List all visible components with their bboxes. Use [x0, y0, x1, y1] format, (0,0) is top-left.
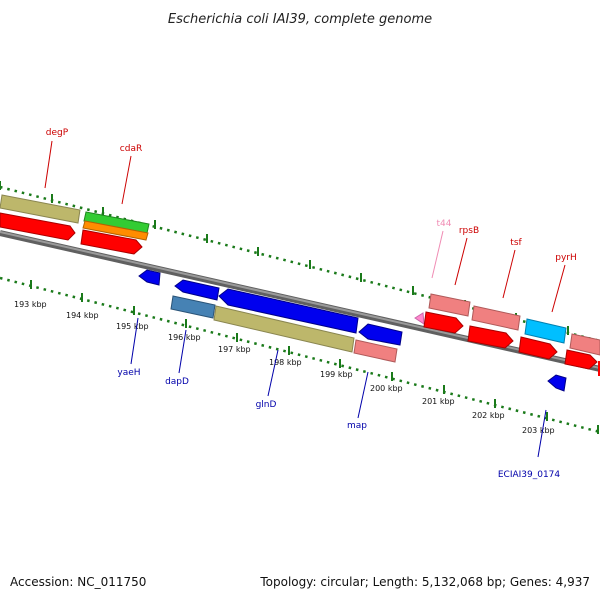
forward-features-left	[0, 194, 150, 255]
reverse-scale-ticks	[30, 280, 599, 434]
label-leader-line	[431, 230, 444, 279]
label-leader-line	[454, 237, 468, 286]
gene-feature-bar[interactable]	[524, 318, 567, 344]
gene-feature-arrow[interactable]	[174, 279, 220, 301]
reverse-gene-labels: yaeH dapD glnD map ECIAI39_0174	[117, 317, 561, 480]
gene-label-t44[interactable]: t44	[437, 219, 452, 229]
gene-feature-arrow[interactable]	[80, 229, 143, 255]
gene-label-tsf[interactable]: tsf	[510, 238, 522, 248]
label-leader-line	[502, 249, 516, 299]
gene-feature-bar[interactable]	[428, 293, 471, 317]
label-leader-line	[267, 349, 279, 397]
gene-feature-arrow[interactable]	[547, 374, 567, 392]
gene-feature-bar[interactable]	[353, 339, 398, 363]
label-leader-line	[357, 371, 369, 419]
gene-label-cdaR[interactable]: cdaR	[120, 144, 142, 154]
gene-feature-bar[interactable]	[569, 333, 600, 356]
label-leader-line	[178, 329, 187, 374]
gene-feature-arrow[interactable]	[0, 212, 76, 241]
label-leader-line	[121, 155, 132, 205]
gene-label-map[interactable]: map	[347, 421, 367, 431]
gene-label-dapD[interactable]: dapD	[165, 377, 189, 387]
scale-label: 199 kbp	[320, 370, 353, 379]
map-title: Escherichia coli IAI39, complete genome	[168, 12, 432, 27]
scale-labels: 193 kbp 194 kbp 195 kbp 196 kbp 197 kbp …	[14, 300, 555, 435]
gene-label-glnD[interactable]: glnD	[256, 400, 277, 410]
label-leader-line	[130, 317, 139, 365]
forward-scale-track	[0, 185, 600, 343]
gene-feature-arrow[interactable]	[138, 269, 161, 286]
gene-label-degP[interactable]: degP	[46, 128, 69, 138]
label-leader-line	[537, 409, 547, 458]
gene-feature-bar[interactable]	[82, 220, 149, 241]
forward-gene-labels: degP cdaR t44 rpsB tsf pyrH	[44, 128, 577, 313]
scale-label: 201 kbp	[422, 397, 455, 406]
label-leader-line	[551, 264, 566, 313]
scale-label: 197 kbp	[218, 345, 251, 354]
sequence-backbone-highlight	[0, 231, 600, 369]
gene-label-yaeH[interactable]: yaeH	[117, 368, 140, 378]
scale-label: 198 kbp	[269, 358, 302, 367]
gene-feature-arrow[interactable]	[564, 349, 598, 370]
gene-feature-bar[interactable]	[213, 305, 355, 353]
scale-label: 194 kbp	[66, 311, 99, 320]
scale-label: 203 kbp	[522, 426, 555, 435]
gene-feature-bar[interactable]	[0, 194, 81, 224]
gene-label-pyrH[interactable]: pyrH	[555, 253, 577, 263]
gene-feature-arrow[interactable]	[467, 325, 514, 349]
accession-text: Accession: NC_011750	[10, 575, 146, 589]
scale-label: 195 kbp	[116, 322, 149, 331]
gene-feature-arrow[interactable]	[218, 288, 359, 334]
reverse-features	[138, 269, 567, 392]
gene-feature-arrow[interactable]	[518, 336, 558, 360]
scale-label: 202 kbp	[472, 411, 505, 420]
trna-feature[interactable]	[414, 312, 425, 325]
gene-feature-arrow[interactable]	[358, 323, 403, 346]
forward-features-right	[414, 293, 600, 376]
scale-label: 200 kbp	[370, 384, 403, 393]
scale-label: 193 kbp	[14, 300, 47, 309]
gene-feature-bar[interactable]	[170, 295, 216, 319]
genome-summary-text: Topology: circular; Length: 5,132,068 bp…	[259, 575, 590, 589]
gene-feature-bar[interactable]	[471, 305, 521, 331]
label-leader-line	[44, 140, 53, 189]
gene-feature-arrow[interactable]	[423, 311, 464, 334]
gene-label-rpsB[interactable]: rpsB	[459, 226, 479, 236]
reverse-scale-track	[0, 276, 600, 434]
gene-label-ECIAI39-0174[interactable]: ECIAI39_0174	[498, 470, 561, 480]
